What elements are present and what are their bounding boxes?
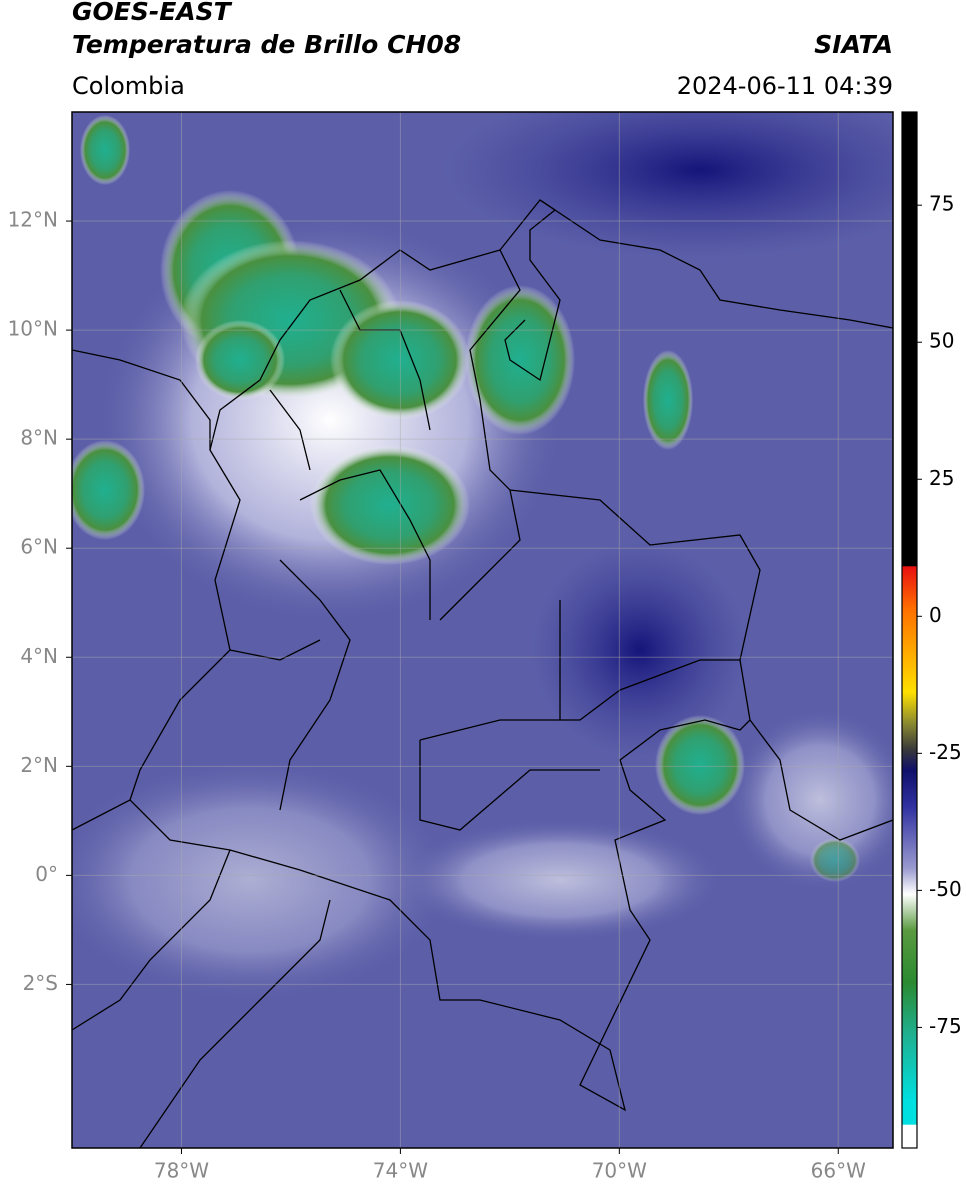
- colorbar-tick-label: -75: [929, 1014, 962, 1038]
- y-tick-label: 10°N: [8, 317, 58, 341]
- subtitle: Temperatura de Brillo CH08: [72, 30, 461, 59]
- y-tick-label: 4°N: [20, 644, 58, 668]
- colorbar-tick-label: 25: [929, 466, 954, 490]
- y-tick-label: 12°N: [8, 208, 58, 232]
- x-tick-label: 78°W: [154, 1159, 209, 1183]
- y-tick-label: 2°S: [23, 971, 58, 995]
- colorbar-tick-label: 75: [929, 192, 954, 216]
- x-tick-label: 74°W: [373, 1159, 428, 1183]
- colorbar-tick-label: -25: [929, 740, 962, 764]
- colorbar-tick-label: 50: [929, 329, 954, 353]
- colorbar-tick-label: 0: [929, 603, 942, 627]
- y-tick-label: 0°: [35, 862, 58, 886]
- datetime: 2024-06-11 04:39: [677, 72, 893, 100]
- y-tick-label: 2°N: [20, 753, 58, 777]
- satellite-image: [72, 112, 893, 1148]
- x-tick-label: 66°W: [811, 1159, 866, 1183]
- y-tick-label: 6°N: [20, 535, 58, 559]
- colorbar: [901, 111, 918, 1149]
- y-tick-label: 8°N: [20, 426, 58, 450]
- region: Colombia: [72, 72, 185, 100]
- grid: [72, 112, 893, 1148]
- map-frame: [71, 111, 894, 1149]
- title: GOES-EAST: [72, 0, 233, 26]
- colorbar-tick-label: -50: [929, 877, 962, 901]
- source: SIATA: [814, 30, 893, 59]
- x-tick-label: 70°W: [592, 1159, 647, 1183]
